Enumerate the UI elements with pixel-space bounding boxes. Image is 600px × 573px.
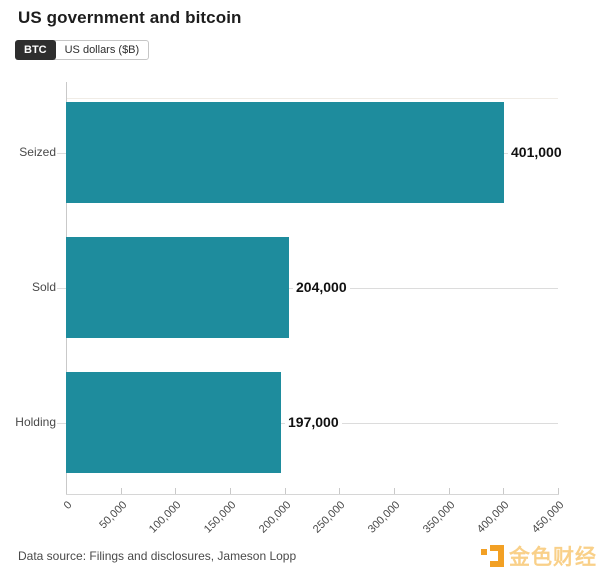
bar-seized bbox=[66, 102, 504, 203]
toggle-btc-button[interactable]: BTC bbox=[15, 40, 56, 60]
value-label-seized: 401,000 bbox=[508, 144, 565, 160]
category-label-sold: Sold bbox=[31, 280, 56, 294]
jinse-finance-watermark: 金色财经 bbox=[481, 541, 597, 571]
x-axis-tick-label: 300,000 bbox=[365, 499, 403, 536]
category-label-seized: Seized bbox=[19, 145, 56, 159]
x-axis-tick bbox=[66, 488, 67, 494]
x-axis-baseline bbox=[66, 494, 559, 495]
jinse-logo-icon bbox=[481, 544, 504, 568]
x-axis-tick bbox=[448, 488, 450, 494]
x-axis-tick bbox=[339, 488, 341, 494]
data-source-note: Data source: Filings and disclosures, Ja… bbox=[18, 549, 297, 563]
x-axis-tick bbox=[394, 488, 395, 494]
chart-title: US government and bitcoin bbox=[18, 8, 242, 27]
x-axis-tick bbox=[284, 488, 286, 494]
x-axis-tick bbox=[503, 488, 505, 494]
value-label-sold: 204,000 bbox=[293, 279, 350, 295]
x-axis-tick bbox=[120, 488, 122, 494]
plot-top-gridline bbox=[66, 98, 558, 99]
x-axis-tick-label: 50,000 bbox=[96, 499, 130, 532]
x-axis-tick-label: 150,000 bbox=[201, 499, 239, 536]
x-axis-tick-label: 350,000 bbox=[420, 499, 458, 536]
category-label-holding: Holding bbox=[15, 415, 56, 429]
toggle-usd-button[interactable]: US dollars ($B) bbox=[51, 40, 150, 60]
value-label-holding: 197,000 bbox=[285, 414, 342, 430]
bar-holding bbox=[66, 372, 281, 473]
unit-toggle: BTC US dollars ($B) bbox=[15, 40, 150, 60]
bar-chart-plot: Seized 401,000 Sold 204,000 Holding 197,000 0 5… bbox=[15, 82, 566, 536]
x-axis-tick-label: 200,000 bbox=[256, 499, 294, 536]
x-axis-tick-label: 100,000 bbox=[147, 499, 184, 536]
x-axis-tick bbox=[558, 488, 559, 494]
x-axis-tick-label: 250,000 bbox=[311, 499, 348, 536]
x-axis-tick bbox=[230, 488, 231, 494]
watermark-label: 金色财经 bbox=[509, 546, 597, 569]
bar-sold bbox=[66, 237, 289, 338]
x-axis-tick bbox=[175, 488, 177, 494]
x-axis-tick-label: 0 bbox=[61, 499, 75, 512]
